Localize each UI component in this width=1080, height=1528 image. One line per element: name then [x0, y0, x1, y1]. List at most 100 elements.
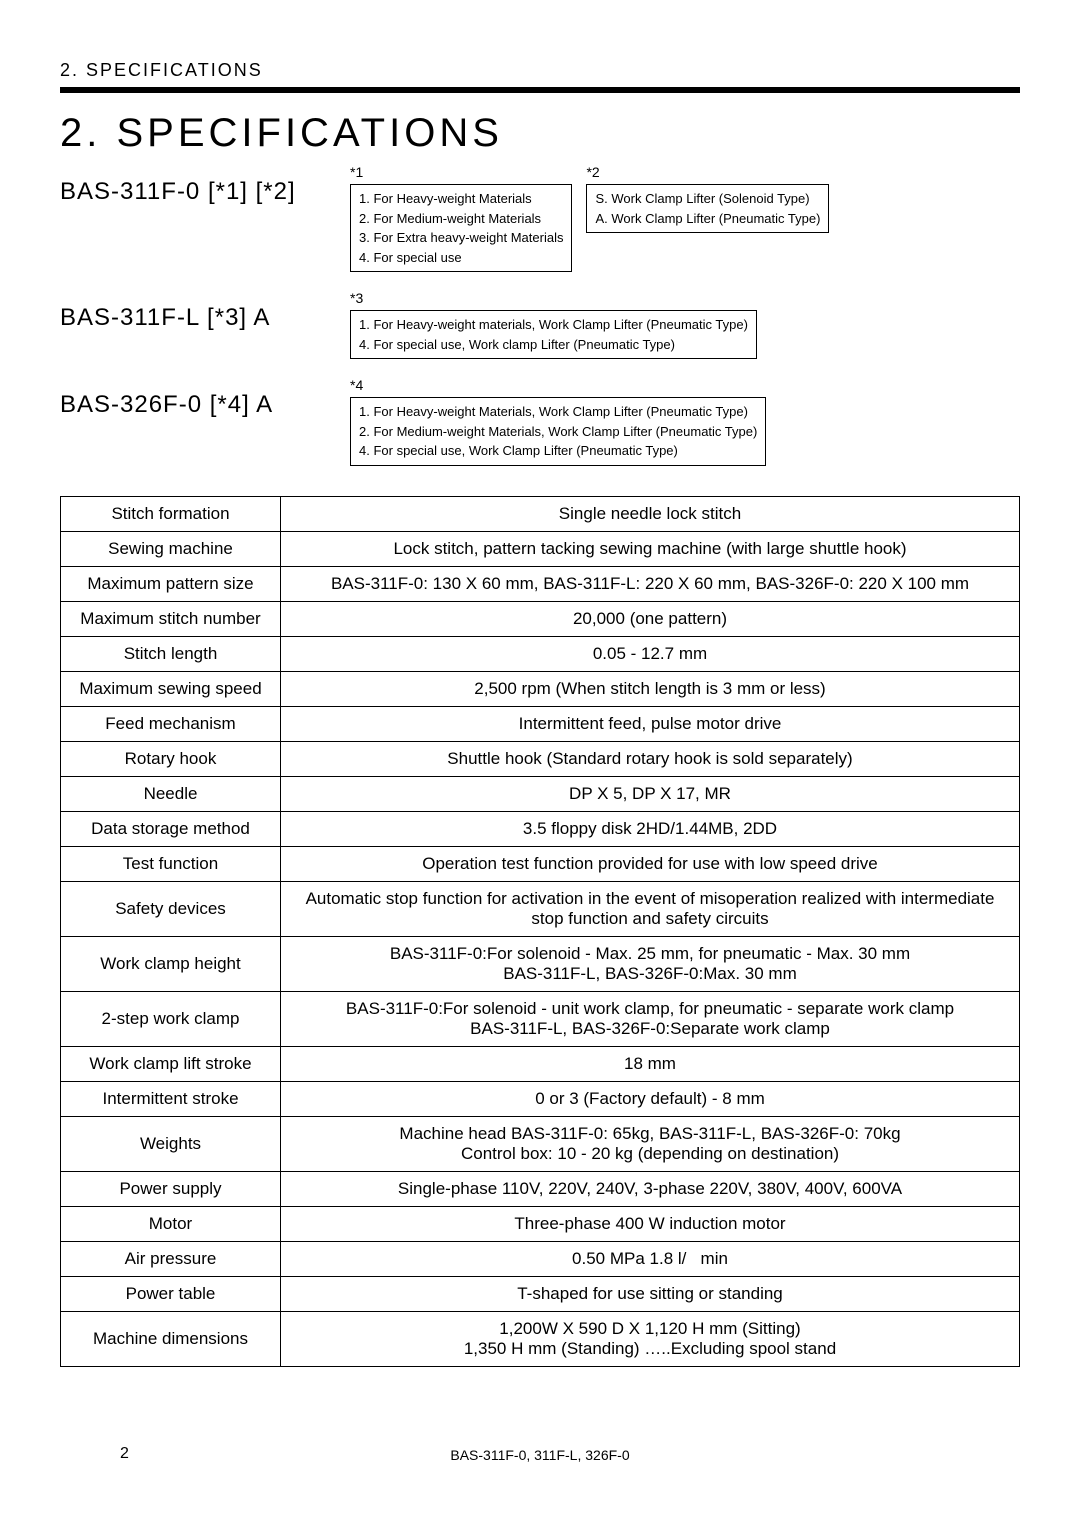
- spec-value: 18 mm: [281, 1046, 1020, 1081]
- spec-value: Shuttle hook (Standard rotary hook is so…: [281, 741, 1020, 776]
- specifications-table: Stitch formationSingle needle lock stitc…: [60, 496, 1020, 1367]
- spec-value: 3.5 floppy disk 2HD/1.44MB, 2DD: [281, 811, 1020, 846]
- note-column: *1 1. For Heavy-weight Materials 2. For …: [350, 164, 572, 272]
- table-row: Data storage method3.5 floppy disk 2HD/1…: [61, 811, 1020, 846]
- header-rule: [60, 87, 1020, 93]
- table-row: NeedleDP X 5, DP X 17, MR: [61, 776, 1020, 811]
- model-label: BAS-326F-0 [*4] A: [60, 377, 350, 419]
- spec-key: Data storage method: [61, 811, 281, 846]
- spec-key: Safety devices: [61, 881, 281, 936]
- note-line: 4. For special use, Work clamp Lifter (P…: [359, 335, 748, 355]
- model-label: BAS-311F-0 [*1] [*2]: [60, 164, 350, 206]
- note-box: 1. For Heavy-weight Materials 2. For Med…: [350, 184, 572, 272]
- spec-value: 2,500 rpm (When stitch length is 3 mm or…: [281, 671, 1020, 706]
- spec-key: Work clamp height: [61, 936, 281, 991]
- table-row: 2-step work clampBAS-311F-0:For solenoid…: [61, 991, 1020, 1046]
- table-row: Power tableT-shaped for use sitting or s…: [61, 1276, 1020, 1311]
- table-row: Stitch length0.05 - 12.7 mm: [61, 636, 1020, 671]
- spec-key: Power table: [61, 1276, 281, 1311]
- section-header-small: 2. SPECIFICATIONS: [60, 60, 1020, 87]
- spec-key: Maximum stitch number: [61, 601, 281, 636]
- spec-value: Three-phase 400 W induction motor: [281, 1206, 1020, 1241]
- table-row: Maximum pattern sizeBAS-311F-0: 130 X 60…: [61, 566, 1020, 601]
- table-row: Stitch formationSingle needle lock stitc…: [61, 496, 1020, 531]
- spec-value: Automatic stop function for activation i…: [281, 881, 1020, 936]
- spec-key: 2-step work clamp: [61, 991, 281, 1046]
- spec-value: 0.05 - 12.7 mm: [281, 636, 1020, 671]
- spec-value: Operation test function provided for use…: [281, 846, 1020, 881]
- model-row: BAS-326F-0 [*4] A *4 1. For Heavy-weight…: [60, 377, 1020, 466]
- note-line: 1. For Heavy-weight materials, Work Clam…: [359, 315, 748, 335]
- table-row: Work clamp heightBAS-311F-0:For solenoid…: [61, 936, 1020, 991]
- note-line: 4. For special use: [359, 248, 563, 268]
- note-marker: *1: [350, 164, 572, 180]
- spec-key: Rotary hook: [61, 741, 281, 776]
- table-row: Air pressure0.50 MPa 1.8 l/ min: [61, 1241, 1020, 1276]
- spec-key: Machine dimensions: [61, 1311, 281, 1366]
- spec-value: Single needle lock stitch: [281, 496, 1020, 531]
- note-line: 1. For Heavy-weight Materials, Work Clam…: [359, 402, 757, 422]
- note-column: *2 S. Work Clamp Lifter (Solenoid Type) …: [586, 164, 829, 233]
- note-line: 4. For special use, Work Clamp Lifter (P…: [359, 441, 757, 461]
- spec-key: Power supply: [61, 1171, 281, 1206]
- spec-key: Maximum sewing speed: [61, 671, 281, 706]
- spec-value: Intermittent feed, pulse motor drive: [281, 706, 1020, 741]
- note-box: 1. For Heavy-weight materials, Work Clam…: [350, 310, 757, 359]
- table-row: WeightsMachine head BAS-311F-0: 65kg, BA…: [61, 1116, 1020, 1171]
- spec-value: 0 or 3 (Factory default) - 8 mm: [281, 1081, 1020, 1116]
- spec-value: T-shaped for use sitting or standing: [281, 1276, 1020, 1311]
- spec-key: Stitch length: [61, 636, 281, 671]
- spec-value: Single-phase 110V, 220V, 240V, 3-phase 2…: [281, 1171, 1020, 1206]
- model-label: BAS-311F-L [*3] A: [60, 290, 350, 332]
- spec-key: Weights: [61, 1116, 281, 1171]
- spec-value: BAS-311F-0: 130 X 60 mm, BAS-311F-L: 220…: [281, 566, 1020, 601]
- spec-key: Intermittent stroke: [61, 1081, 281, 1116]
- spec-value: BAS-311F-0:For solenoid - unit work clam…: [281, 991, 1020, 1046]
- spec-value: 0.50 MPa 1.8 l/ min: [281, 1241, 1020, 1276]
- table-row: Sewing machineLock stitch, pattern tacki…: [61, 531, 1020, 566]
- table-row: MotorThree-phase 400 W induction motor: [61, 1206, 1020, 1241]
- model-row: BAS-311F-0 [*1] [*2] *1 1. For Heavy-wei…: [60, 164, 1020, 272]
- table-row: Intermittent stroke0 or 3 (Factory defau…: [61, 1081, 1020, 1116]
- table-row: Machine dimensions1,200W X 590 D X 1,120…: [61, 1311, 1020, 1366]
- spec-value: DP X 5, DP X 17, MR: [281, 776, 1020, 811]
- table-row: Maximum stitch number20,000 (one pattern…: [61, 601, 1020, 636]
- note-column: *4 1. For Heavy-weight Materials, Work C…: [350, 377, 766, 466]
- page-title: 2. SPECIFICATIONS: [60, 111, 1020, 156]
- table-row: Safety devicesAutomatic stop function fo…: [61, 881, 1020, 936]
- spec-key: Sewing machine: [61, 531, 281, 566]
- page-number: 2: [120, 1445, 129, 1463]
- note-marker: *3: [350, 290, 757, 306]
- spec-key: Work clamp lift stroke: [61, 1046, 281, 1081]
- note-box: S. Work Clamp Lifter (Solenoid Type) A. …: [586, 184, 829, 233]
- footer-model-list: BAS-311F-0, 311F-L, 326F-0: [60, 1447, 1020, 1463]
- spec-key: Stitch formation: [61, 496, 281, 531]
- spec-key: Feed mechanism: [61, 706, 281, 741]
- table-row: Rotary hookShuttle hook (Standard rotary…: [61, 741, 1020, 776]
- note-column: *3 1. For Heavy-weight materials, Work C…: [350, 290, 757, 359]
- note-line: 2. For Medium-weight Materials: [359, 209, 563, 229]
- note-line: A. Work Clamp Lifter (Pneumatic Type): [595, 209, 820, 229]
- spec-key: Motor: [61, 1206, 281, 1241]
- spec-value: Machine head BAS-311F-0: 65kg, BAS-311F-…: [281, 1116, 1020, 1171]
- table-row: Test functionOperation test function pro…: [61, 846, 1020, 881]
- note-line: 1. For Heavy-weight Materials: [359, 189, 563, 209]
- note-marker: *4: [350, 377, 766, 393]
- spec-value: 1,200W X 590 D X 1,120 H mm (Sitting)1,3…: [281, 1311, 1020, 1366]
- table-row: Power supplySingle-phase 110V, 220V, 240…: [61, 1171, 1020, 1206]
- note-line: S. Work Clamp Lifter (Solenoid Type): [595, 189, 820, 209]
- spec-value: BAS-311F-0:For solenoid - Max. 25 mm, fo…: [281, 936, 1020, 991]
- spec-key: Test function: [61, 846, 281, 881]
- note-line: 3. For Extra heavy-weight Materials: [359, 228, 563, 248]
- table-row: Maximum sewing speed2,500 rpm (When stit…: [61, 671, 1020, 706]
- note-marker: *2: [586, 164, 829, 180]
- spec-key: Air pressure: [61, 1241, 281, 1276]
- spec-key: Maximum pattern size: [61, 566, 281, 601]
- model-row: BAS-311F-L [*3] A *3 1. For Heavy-weight…: [60, 290, 1020, 359]
- spec-value: Lock stitch, pattern tacking sewing mach…: [281, 531, 1020, 566]
- spec-value: 20,000 (one pattern): [281, 601, 1020, 636]
- table-row: Work clamp lift stroke18 mm: [61, 1046, 1020, 1081]
- note-line: 2. For Medium-weight Materials, Work Cla…: [359, 422, 757, 442]
- spec-key: Needle: [61, 776, 281, 811]
- note-box: 1. For Heavy-weight Materials, Work Clam…: [350, 397, 766, 466]
